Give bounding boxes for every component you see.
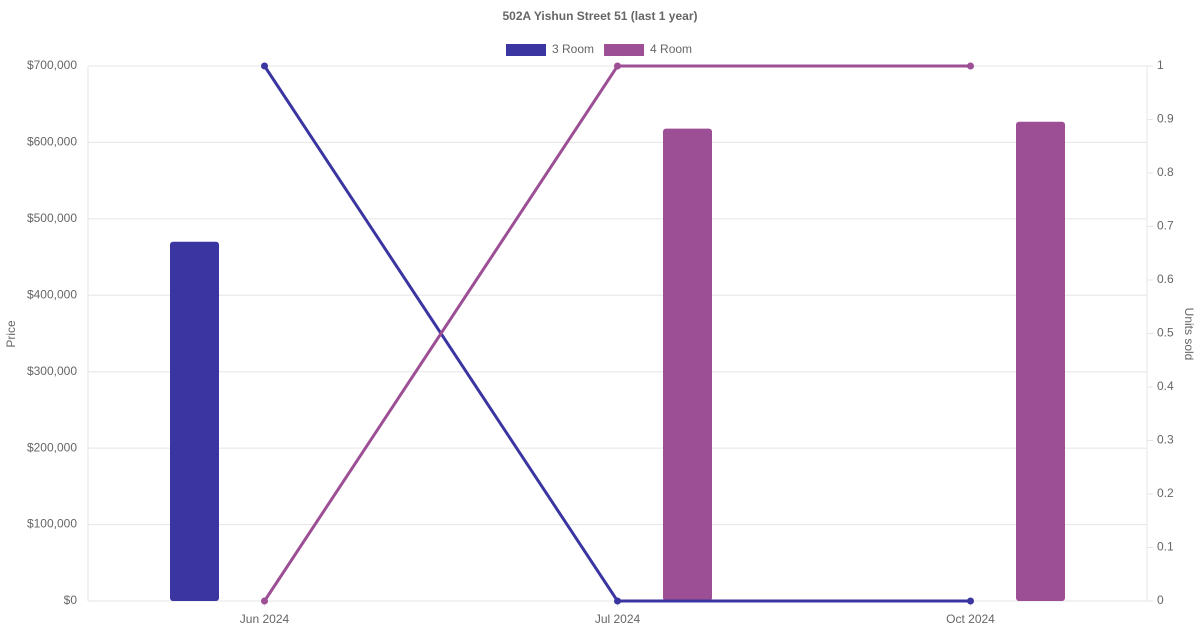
y-tick-label: $0 bbox=[64, 593, 78, 607]
legend-swatch bbox=[604, 44, 645, 56]
x-tick-label: Jul 2024 bbox=[595, 612, 641, 626]
legend-label: 3 Room bbox=[552, 42, 594, 56]
chart-title: 502A Yishun Street 51 (last 1 year) bbox=[503, 9, 698, 23]
y2-tick-label: 0.5 bbox=[1157, 326, 1174, 340]
y-tick-label: $700,000 bbox=[27, 58, 77, 72]
line-point bbox=[967, 597, 974, 605]
y2-tick-label: 0.3 bbox=[1157, 433, 1174, 447]
y2-tick-label: 1 bbox=[1157, 58, 1164, 72]
y-tick-label: $100,000 bbox=[27, 517, 77, 531]
y2-tick-label: 0.4 bbox=[1157, 379, 1174, 393]
y2-tick-label: 0.9 bbox=[1157, 112, 1174, 126]
y-tick-label: $300,000 bbox=[27, 364, 77, 378]
line bbox=[263, 64, 971, 602]
y-tick-label: $600,000 bbox=[27, 135, 77, 149]
y2-tick-label: 0.6 bbox=[1157, 272, 1174, 286]
bar bbox=[1016, 121, 1065, 602]
line bbox=[263, 65, 971, 603]
line-point bbox=[967, 62, 974, 70]
y-axis-title: Price bbox=[4, 320, 18, 348]
y-tick-label: $200,000 bbox=[27, 440, 77, 454]
line-point bbox=[614, 62, 621, 70]
y2-tick-label: 0.2 bbox=[1157, 486, 1174, 500]
y2-tick-label: 0.7 bbox=[1157, 219, 1174, 233]
y2-tick-label: 0.8 bbox=[1157, 165, 1174, 179]
line-point bbox=[614, 597, 621, 605]
line-point bbox=[261, 62, 268, 70]
line-point bbox=[261, 597, 268, 605]
y2-axis-title: Units sold bbox=[1182, 308, 1196, 361]
x-tick-label: Jun 2024 bbox=[240, 612, 290, 626]
y2-tick-label: 0 bbox=[1157, 593, 1164, 607]
bar bbox=[663, 128, 712, 601]
y-tick-label: $400,000 bbox=[27, 287, 77, 301]
x-tick-label: Oct 2024 bbox=[946, 612, 995, 626]
y2-tick-label: 0.1 bbox=[1157, 540, 1174, 554]
legend-swatch bbox=[506, 44, 546, 56]
bar bbox=[170, 241, 219, 602]
y-tick-label: $500,000 bbox=[27, 211, 77, 225]
legend-label: 4 Room bbox=[650, 42, 692, 56]
